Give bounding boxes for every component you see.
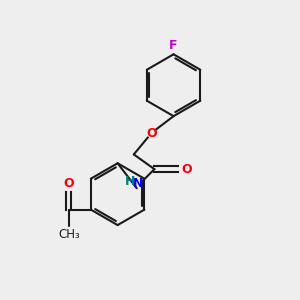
Text: O: O xyxy=(63,177,74,190)
Text: O: O xyxy=(181,163,191,176)
Text: H: H xyxy=(125,175,136,188)
Text: F: F xyxy=(169,39,178,52)
Text: N: N xyxy=(133,177,143,190)
Text: CH₃: CH₃ xyxy=(58,228,80,241)
Text: O: O xyxy=(146,127,157,140)
